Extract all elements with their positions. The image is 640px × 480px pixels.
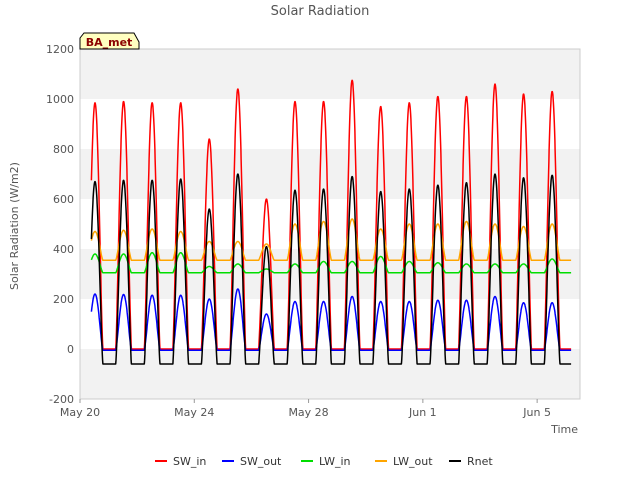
y-tick-label: 600 [53,193,74,206]
legend-label: LW_out [393,455,433,468]
y-axis-label: Solar Radiation (W/m2) [8,162,21,290]
legend-label: SW_out [240,455,282,468]
x-tick-label: Jun 5 [522,406,551,419]
y-tick-label: 1000 [46,93,74,106]
chart-title: Solar Radiation [271,4,370,19]
legend-label: SW_in [173,455,206,468]
y-tick-label: 1200 [46,43,74,56]
grid-band [80,349,580,399]
series-layer [90,79,572,365]
legend: SW_in SW_out LW_in LW_out Rnet [155,455,493,468]
y-axis: -200 0 200 400 600 800 1000 1200 [46,43,74,406]
x-tick-label: May 28 [288,406,328,419]
y-tick-label: 200 [53,293,74,306]
y-tick-label: 800 [53,143,74,156]
x-axis: May 20 May 24 May 28 Jun 1 Jun 5 [60,399,551,419]
x-tick-label: May 20 [60,406,100,419]
y-tick-label: 0 [67,343,74,356]
y-tick-label: -200 [49,393,74,406]
plot-frame [79,48,581,400]
annotation-badge-shape [79,32,140,50]
x-tick-label: Jun 1 [408,406,437,419]
legend-label: LW_in [319,455,351,468]
annotation-badge: BA_met [79,32,140,50]
x-tick-label: May 24 [174,406,214,419]
x-axis-label: Time [550,423,578,436]
series-line-rnet [90,173,572,365]
grid-band [80,49,580,99]
annotation-badge-text: BA_met [86,36,133,49]
y-tick-label: 400 [53,243,74,256]
legend-label: Rnet [467,455,493,468]
